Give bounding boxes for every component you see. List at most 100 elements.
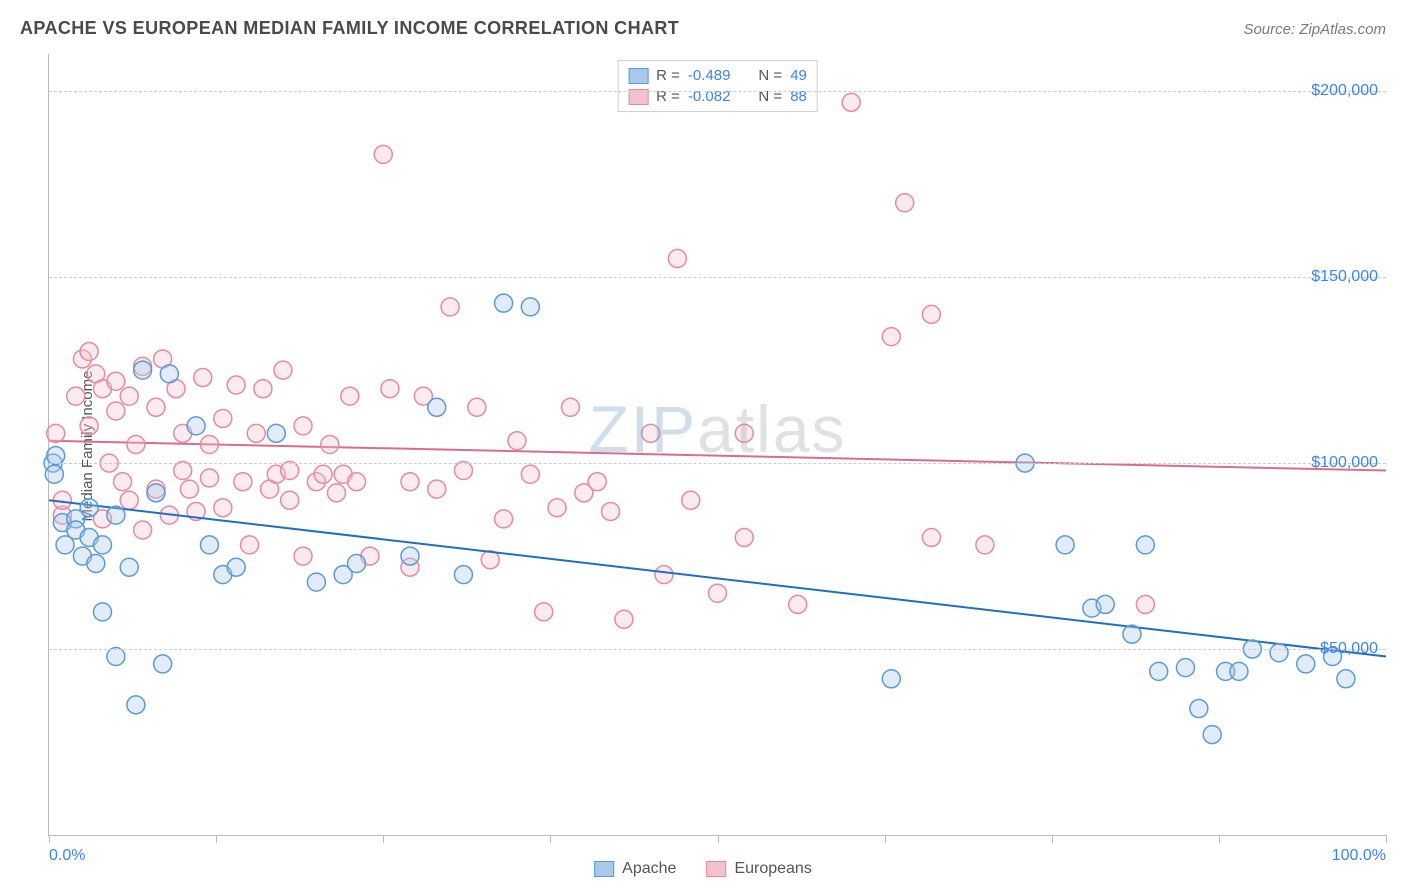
europeans-point [348,473,366,491]
chart-title: APACHE VS EUROPEAN MEDIAN FAMILY INCOME … [20,18,679,39]
europeans-point [134,521,152,539]
europeans-point [668,250,686,268]
apache-point [45,465,63,483]
apache-point [187,417,205,435]
europeans-point [548,499,566,517]
apache-point [495,294,513,312]
apache-point [127,696,145,714]
europeans-point [200,469,218,487]
apache-point [1270,644,1288,662]
series-legend: Apache Europeans [594,860,812,878]
europeans-point [80,343,98,361]
apache-point [882,670,900,688]
europeans-point [254,380,272,398]
y-tick-label: $100,000 [1311,454,1378,472]
apache-point [107,647,125,665]
europeans-point [454,462,472,480]
apache-point [1150,662,1168,680]
europeans-point [341,387,359,405]
legend-row-europeans: R = -0.082N = 88 [628,86,807,107]
europeans-point [922,305,940,323]
y-tick-label: $200,000 [1311,82,1378,100]
europeans-point [194,369,212,387]
apache-point [1203,726,1221,744]
apache-point [87,555,105,573]
apache-trend-line [49,500,1386,656]
legend-swatch [628,68,648,84]
apache-point [1123,625,1141,643]
legend-item-europeans: Europeans [706,860,811,878]
x-tick-label: 100.0% [1332,847,1386,865]
apache-point [454,566,472,584]
apache-point [401,547,419,565]
correlation-legend: R = -0.489N = 49R = -0.082N = 88 [617,60,818,112]
europeans-point [789,595,807,613]
apache-point [93,603,111,621]
europeans-point [294,417,312,435]
europeans-point [214,409,232,427]
gridline [49,463,1386,464]
x-tick [885,835,886,843]
legend-label: Europeans [734,860,811,878]
apache-point [521,298,539,316]
x-tick [383,835,384,843]
y-tick-label: $150,000 [1311,268,1378,286]
europeans-point [321,436,339,454]
x-tick [550,835,551,843]
scatter-plot-svg [49,54,1386,835]
europeans-point [281,491,299,509]
europeans-point [274,361,292,379]
europeans-point [120,491,138,509]
europeans-point [428,480,446,498]
europeans-point [107,372,125,390]
europeans-point [655,566,673,584]
europeans-point [441,298,459,316]
europeans-point [47,424,65,442]
apache-point [1230,662,1248,680]
gridline [49,277,1386,278]
europeans-trend-line [49,441,1386,471]
europeans-point [495,510,513,528]
europeans-point [381,380,399,398]
europeans-point [114,473,132,491]
apache-point [227,558,245,576]
x-tick-label: 0.0% [49,847,85,865]
legend-row-apache: R = -0.489N = 49 [628,65,807,86]
apache-point [80,499,98,517]
legend-item-apache: Apache [594,860,676,878]
apache-point [200,536,218,554]
apache-point [1096,595,1114,613]
europeans-point [241,536,259,554]
apache-point [1136,536,1154,554]
x-tick [216,835,217,843]
europeans-point [561,398,579,416]
europeans-point [602,502,620,520]
apache-point [267,424,285,442]
apache-point [134,361,152,379]
apache-point [428,398,446,416]
europeans-point [642,424,660,442]
europeans-point [314,465,332,483]
europeans-point [535,603,553,621]
x-tick [718,835,719,843]
apache-point [1337,670,1355,688]
apache-point [147,484,165,502]
apache-point [348,555,366,573]
apache-point [1190,700,1208,718]
europeans-point [896,194,914,212]
europeans-point [281,462,299,480]
legend-n-value: 49 [790,67,807,84]
x-tick [1219,835,1220,843]
europeans-point [401,473,419,491]
apache-point [307,573,325,591]
europeans-point [709,584,727,602]
europeans-point [976,536,994,554]
y-tick-label: $50,000 [1320,640,1378,658]
europeans-point [508,432,526,450]
europeans-point [174,462,192,480]
apache-point [47,447,65,465]
europeans-point [615,610,633,628]
apache-point [120,558,138,576]
europeans-point [294,547,312,565]
legend-r-label: R = [656,67,680,84]
